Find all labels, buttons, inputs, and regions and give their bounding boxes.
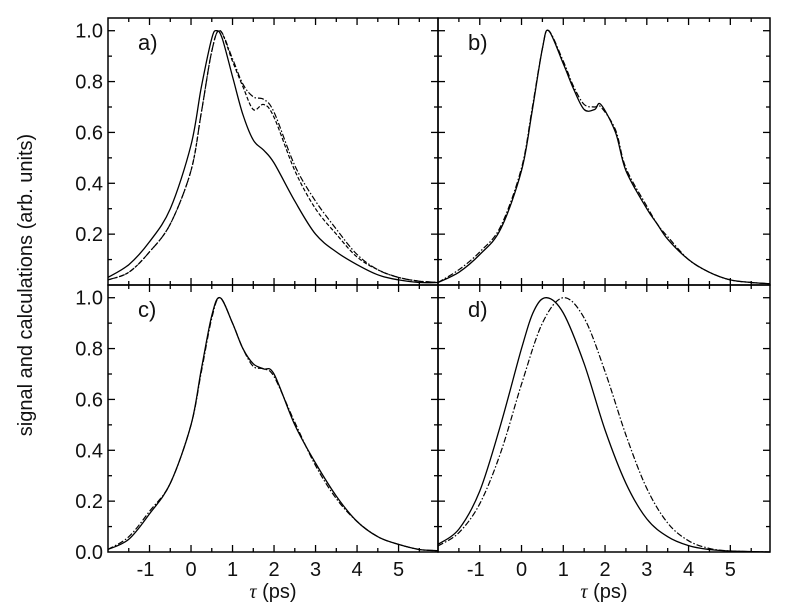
y-tick-label: 0.8 [75, 72, 103, 94]
x-tick-label: -1 [137, 559, 155, 581]
series-line-dashed [107, 29, 439, 284]
x-tick-label: 5 [725, 559, 736, 581]
series-line-dashdot [107, 30, 439, 284]
panel-label: c) [138, 297, 156, 322]
panel-label: b) [468, 30, 488, 55]
x-tick-label: 3 [310, 559, 321, 581]
panel-c: 0.0 0.2 0.4 0.6 0.8 1.0 -1 0 1 2 3 4 5 c) [75, 284, 439, 581]
x-axis-symbol: τ [249, 581, 257, 603]
x-axis-unit: (ps) [262, 581, 296, 603]
x-tick-label: -1 [467, 559, 485, 581]
x-tick-label: 5 [393, 559, 404, 581]
y-tick-label: 0.4 [75, 440, 103, 462]
series-line-solid [437, 297, 771, 553]
series-line-dashdot [437, 29, 771, 285]
plot-frame [107, 284, 439, 553]
y-tick-label: 1.0 [75, 21, 103, 43]
series-line-solid [107, 296, 439, 552]
y-tick-label: 0.8 [75, 339, 103, 361]
x-tick-label: 2 [268, 559, 279, 581]
x-axis-symbol: τ [580, 581, 588, 603]
plot-frame [107, 17, 439, 286]
panel-a: 0.2 0.4 0.6 0.8 1.0 a) [75, 17, 439, 286]
y-axis-label: signal and calculations (arb. units) [15, 134, 37, 436]
panel-label: a) [138, 30, 158, 55]
panel-label: d) [468, 297, 488, 322]
y-tick-label: 0.0 [75, 542, 103, 564]
y-tick-label: 0.4 [75, 173, 103, 195]
x-axis-label-right: τ (ps) [580, 581, 627, 603]
x-tick-label: 0 [516, 559, 527, 581]
x-axis-label-left: τ (ps) [249, 581, 296, 603]
panel-b: b) [437, 17, 771, 286]
panel-d: -1 0 1 2 3 4 5 d) [437, 284, 771, 581]
x-tick-label: 2 [599, 559, 610, 581]
x-tick-label: 0 [185, 559, 196, 581]
x-tick-label: 1 [227, 559, 238, 581]
y-tick-label: 0.2 [75, 491, 103, 513]
y-tick-label: 0.6 [75, 389, 103, 411]
series-line-solid [107, 29, 439, 284]
series-line-dashdot [437, 297, 771, 553]
x-tick-label: 4 [683, 559, 694, 581]
y-tick-label: 0.2 [75, 224, 103, 246]
y-tick-label: 0.6 [75, 122, 103, 144]
x-tick-label: 1 [558, 559, 569, 581]
x-tick-label: 3 [641, 559, 652, 581]
series-line-dashdot [107, 297, 439, 552]
series-line-solid [437, 29, 771, 285]
x-axis-unit: (ps) [593, 581, 627, 603]
y-tick-label: 1.0 [75, 288, 103, 310]
plot-frame [437, 284, 771, 553]
x-tick-label: 4 [351, 559, 362, 581]
